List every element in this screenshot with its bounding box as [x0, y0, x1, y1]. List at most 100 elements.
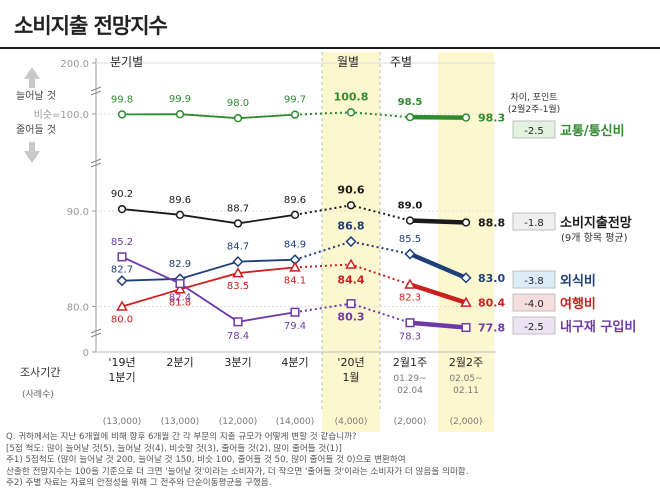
data-label: 99.7 [284, 95, 306, 106]
title-divider [0, 47, 660, 49]
series-line-weekly [409, 218, 467, 225]
data-point [405, 216, 415, 225]
data-point [232, 256, 244, 268]
data-point [175, 210, 185, 219]
series-line-weekly [409, 320, 467, 330]
data-point [233, 317, 243, 327]
data-label: 85.2 [111, 237, 133, 248]
data-label: 83.0 [478, 272, 505, 285]
series-line-weekly [409, 282, 467, 305]
data-label: 89.6 [169, 195, 191, 206]
series-line-quarterly [121, 256, 296, 323]
sample-size-label: (사례수) [22, 389, 54, 400]
category-date-range: 02.05~ [449, 374, 482, 384]
data-label: 88.8 [478, 216, 505, 229]
category-date-range: 01.29~ [393, 374, 426, 384]
series-line-quarterly [121, 258, 296, 282]
data-label: 83.5 [227, 281, 249, 292]
data-point [404, 248, 416, 260]
data-label: 82.9 [169, 259, 191, 270]
axis-break-mark [90, 158, 102, 168]
axis-break-mark [90, 328, 102, 338]
series-line-weekly [409, 251, 467, 280]
data-point [461, 113, 471, 122]
data-label: 82.7 [111, 265, 133, 276]
data-label: 82.4 [169, 293, 191, 304]
category-sample-size: (2,000) [450, 417, 483, 427]
data-label: 98.5 [398, 97, 423, 108]
series-line-quarterly [121, 113, 296, 120]
period-label-monthly: 월별 [337, 55, 359, 69]
data-label: 78.4 [227, 331, 249, 342]
series-name: 내구재 구입비 [560, 319, 636, 335]
series-name: 외식비 [560, 273, 596, 289]
y-tick-label: 200.0 [60, 59, 89, 70]
note-1-cont: 산출한 전망지수는 100을 기준으로 더 크면 '늘어날 것'이라는 소비자가… [6, 466, 469, 477]
data-point [460, 272, 472, 284]
category-label-line2: 1월 [342, 371, 359, 384]
data-point [233, 114, 243, 123]
data-point [346, 299, 356, 309]
data-label: 80.4 [478, 297, 505, 310]
series-subtitle: (9개 항목 평균) [561, 232, 628, 244]
data-point [290, 110, 300, 119]
period-label-quarterly: 분기별 [110, 55, 143, 69]
diff-value: -2.5 [524, 322, 544, 333]
data-point [460, 296, 472, 307]
diff-box [512, 316, 556, 335]
data-label: 88.7 [227, 203, 249, 214]
y-tick-label: 0 [83, 348, 89, 359]
data-label: 84.4 [337, 273, 364, 286]
data-point [290, 307, 300, 317]
arrow-label-down: 줄어들 것 [16, 124, 56, 136]
up-arrow-icon [24, 67, 40, 88]
diff-box [512, 293, 556, 312]
data-point [461, 218, 471, 227]
page-title: 소비지출 전망지수 [14, 14, 168, 38]
diff-value: -2.5 [524, 126, 544, 137]
diff-header-sub: (2월2주-1월) [508, 103, 560, 115]
note-1: 주1) 5점척도 (많이 늘어날 것 200, 늘어날 것 150, 비슷 10… [6, 455, 406, 466]
data-label: 89.6 [284, 195, 306, 206]
series-line-quarterly [121, 208, 296, 225]
diff-value: -3.8 [524, 276, 544, 287]
data-point [346, 108, 356, 117]
diff-box [512, 120, 556, 139]
axis-break-mark [90, 86, 102, 96]
data-point [345, 235, 357, 248]
data-label: 80.0 [111, 315, 133, 326]
series-name: 여행비 [560, 296, 596, 312]
data-point [233, 219, 243, 228]
arrow-label-up: 늘어날 것 [16, 90, 56, 102]
data-label: 78.3 [399, 332, 421, 343]
category-label-line2: 1분기 [108, 371, 135, 384]
category-label: 2월2주 [449, 356, 483, 369]
diff-value: -4.0 [524, 299, 544, 310]
category-label: 2월1주 [393, 356, 427, 369]
category-sample-size: (13,000) [103, 417, 142, 427]
category-label: '19년 [108, 356, 135, 369]
data-label: 100.8 [334, 90, 369, 103]
data-label: 82.3 [399, 293, 421, 304]
data-label: 98.0 [227, 98, 249, 109]
data-point [175, 110, 185, 119]
data-point [117, 110, 127, 119]
data-label: 84.9 [284, 240, 306, 251]
data-point [117, 252, 127, 262]
data-label: 84.1 [284, 275, 306, 286]
footnotes: Q. 귀하께서는 지난 6개월에 비해 향후 6개월 간 각 부문의 지출 규모… [6, 432, 656, 490]
category-sample-size: (13,000) [161, 417, 200, 427]
data-point [117, 204, 127, 214]
data-point [461, 322, 471, 333]
category-sample-size: (2,000) [394, 417, 427, 427]
category-label: 4분기 [281, 356, 308, 369]
data-label: 99.9 [169, 94, 191, 105]
category-label: '20년 [337, 356, 364, 369]
data-point [232, 267, 244, 278]
data-label: 80.3 [337, 311, 364, 324]
data-point [404, 278, 416, 289]
data-point [116, 275, 128, 287]
category-sample-size: (14,000) [276, 417, 315, 427]
data-point [405, 318, 415, 328]
category-label: 2분기 [166, 356, 193, 369]
